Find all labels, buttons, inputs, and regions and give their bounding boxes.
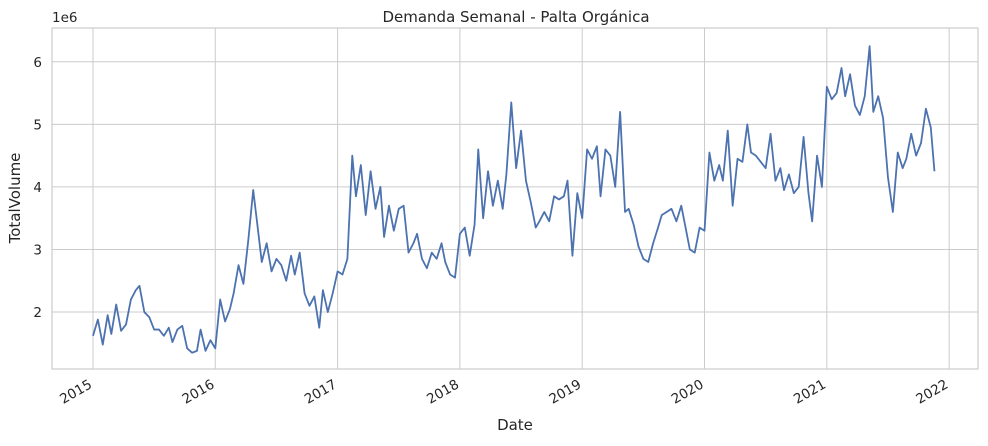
x-tick-label: 2018	[424, 377, 462, 408]
x-tick-label: 2019	[546, 377, 584, 408]
x-tick-label: 2017	[302, 377, 340, 408]
y-tick-label: 3	[33, 242, 42, 258]
data-line	[92, 45, 936, 354]
x-tick-label: 2016	[180, 377, 218, 408]
x-tick-label: 2020	[669, 377, 707, 408]
plot-frame	[51, 27, 979, 370]
y-tick-label: 2	[33, 305, 42, 321]
y-tick-label: 6	[33, 55, 42, 71]
y-tick-label: 5	[33, 117, 42, 133]
x-tick-label: 2015	[57, 377, 95, 408]
chart-title: Demanda Semanal - Palta Orgánica	[382, 8, 649, 26]
x-axis-label: Date	[497, 416, 533, 434]
y-tick-label: 4	[33, 180, 42, 196]
x-tick-label: 2021	[791, 377, 829, 408]
y-offset-label: 1e6	[52, 10, 77, 26]
y-axis-label: TotalVolume	[6, 153, 24, 245]
x-tick-label: 2022	[913, 377, 951, 408]
